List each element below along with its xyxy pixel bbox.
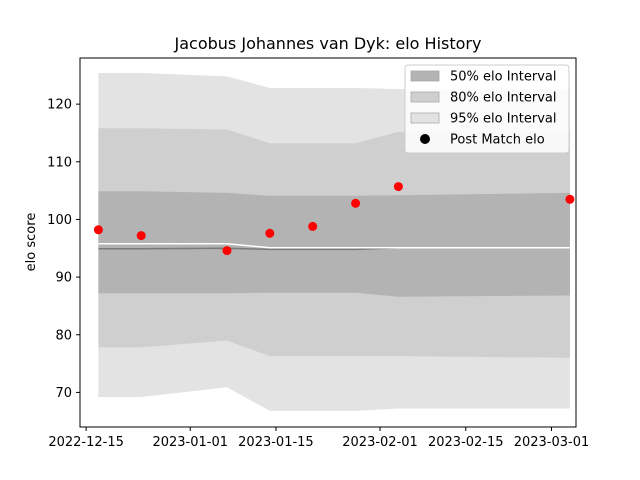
legend-swatch-80-elo-interval xyxy=(410,91,440,103)
legend-marker-post-match-elo xyxy=(420,134,430,144)
legend: 50% elo Interval 80% elo Interval 95% elo … xyxy=(404,64,570,154)
y-tick-label: 120 xyxy=(47,98,72,113)
legend-frame xyxy=(404,64,570,154)
post-match-points xyxy=(93,182,575,256)
chart-title: Jacobus Johannes van Dyk: elo History xyxy=(174,34,482,53)
legend-label: Post Match elo xyxy=(450,133,545,148)
y-tick-label: 80 xyxy=(55,328,72,343)
y-tick-label: 110 xyxy=(47,155,72,170)
plot-frame xyxy=(79,57,577,428)
y-tick-label: 100 xyxy=(47,213,72,228)
x-tick-label: 2023-01-01 xyxy=(152,435,228,450)
legend-label: 80% elo Interval xyxy=(450,91,557,106)
y-tick-label: 90 xyxy=(55,271,72,286)
legend-label: 50% elo Interval xyxy=(450,70,557,85)
x-tick-label: 2023-01-15 xyxy=(238,435,314,450)
post-match-point xyxy=(136,231,146,241)
interval-bands xyxy=(98,73,570,411)
legend-swatch-95-elo-interval xyxy=(410,112,440,124)
post-match-point xyxy=(351,198,361,208)
x-tick-label: 2023-02-01 xyxy=(342,435,418,450)
y-tick-label: 70 xyxy=(55,386,72,401)
post-match-point xyxy=(393,182,403,192)
post-match-point xyxy=(222,246,232,256)
legend-swatch-50-elo-interval xyxy=(410,70,440,82)
rating-line xyxy=(98,242,570,249)
x-tick-label: 2023-03-01 xyxy=(514,435,590,450)
x-tick-label: 2022-12-15 xyxy=(48,435,124,450)
rating-lines xyxy=(98,242,570,251)
legend-label: 95% elo Interval xyxy=(450,112,557,127)
band-50-elo-interval xyxy=(98,191,570,297)
post-match-point xyxy=(93,225,103,235)
post-match-point xyxy=(265,228,275,238)
y-axis: 70 80 90 100 110 120 xyxy=(47,98,80,401)
y-axis-label: elo score xyxy=(24,213,39,272)
post-match-point xyxy=(308,221,318,231)
x-axis: 2022-12-15 2023-01-01 2023-01-15 2023-02-01… xyxy=(48,427,589,450)
x-tick-label: 2023-02-15 xyxy=(428,435,504,450)
post-match-point xyxy=(565,194,575,204)
